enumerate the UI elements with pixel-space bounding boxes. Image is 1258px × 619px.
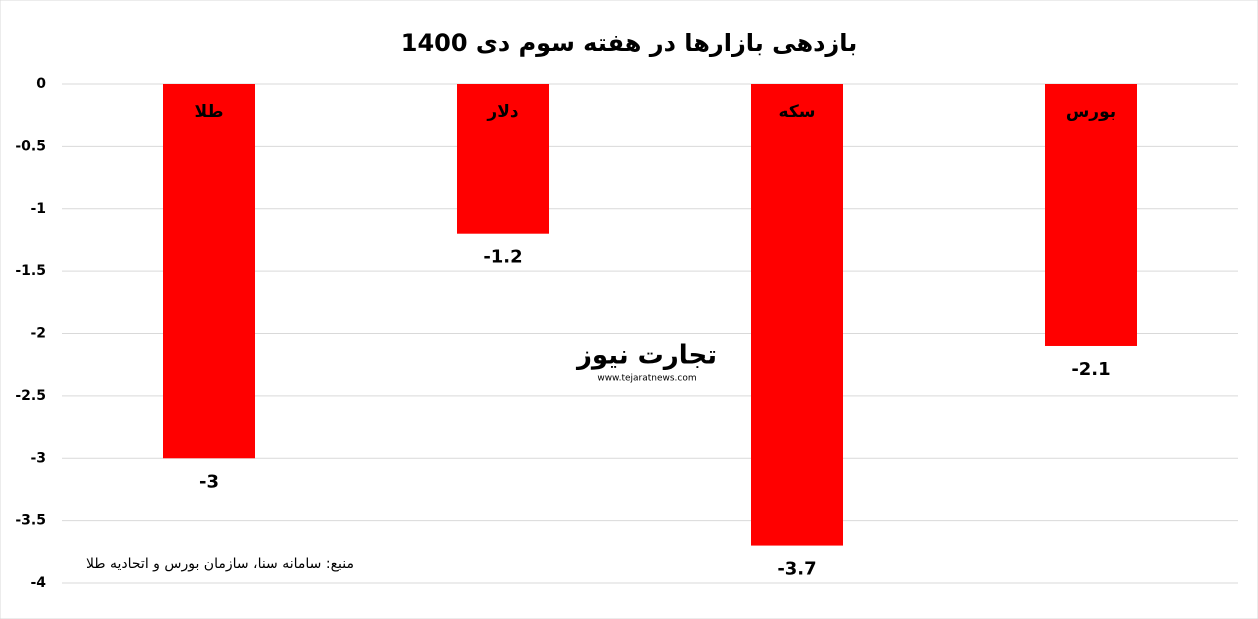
y-tick-label: -0.5 [15,138,46,154]
bar [163,84,255,459]
y-tick-label: -3 [30,450,46,466]
chart-title: بازدهی بازارها در هفته سوم دی 1400 [401,29,858,57]
y-tick-label: 0 [36,76,46,92]
y-tick-label: -4 [30,575,46,591]
y-tick-label: -3.5 [15,513,46,529]
data-label: -2.1 [1071,359,1110,380]
data-label: -3 [199,471,219,492]
bar [751,84,843,546]
y-tick-label: -2 [30,326,46,342]
y-tick-label: -1.5 [15,263,46,279]
y-tick-label: -2.5 [15,388,46,404]
y-tick-label: -1 [30,201,46,217]
source-note: منبع: سامانه سنا، سازمان بورس و اتحادیه … [86,556,354,572]
category-label: سکه [779,102,816,122]
bar [457,84,549,234]
category-label: طلا [195,102,224,122]
category-label: دلار [486,102,518,122]
watermark-url: www.tejaratnews.com [597,374,696,384]
data-label: -1.2 [483,247,522,268]
bar [1045,84,1137,346]
watermark-logo: تجارت نیوز [575,341,717,371]
data-label: -3.7 [777,559,816,580]
category-label: بورس [1066,102,1116,122]
